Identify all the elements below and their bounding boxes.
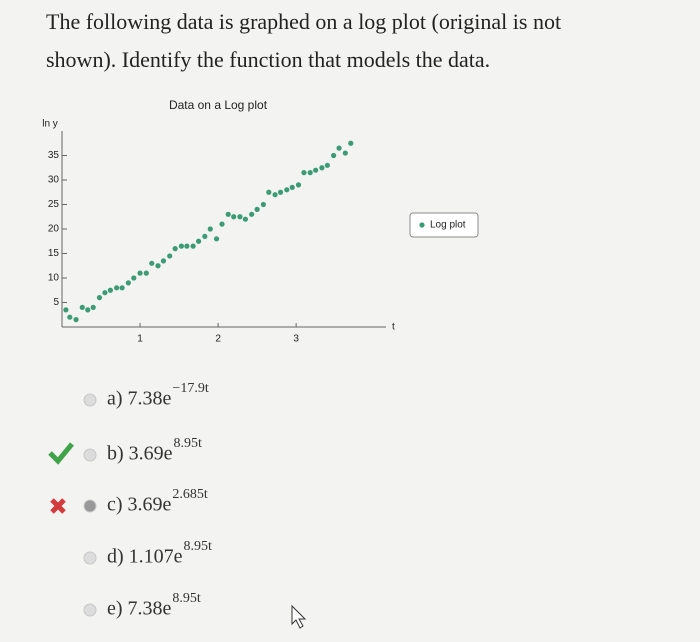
y-tick-label: 25 bbox=[48, 199, 60, 210]
y-tick-label: 15 bbox=[48, 248, 60, 259]
cursor bbox=[291, 604, 307, 629]
legend-marker bbox=[419, 222, 425, 228]
point bbox=[73, 317, 79, 323]
point bbox=[178, 243, 185, 249]
point bbox=[155, 263, 161, 269]
point bbox=[90, 304, 96, 310]
x-axis-label: t bbox=[392, 322, 395, 333]
point bbox=[143, 270, 149, 276]
radio-button[interactable] bbox=[83, 551, 97, 565]
legend-box bbox=[409, 212, 479, 238]
point bbox=[225, 211, 231, 217]
point bbox=[63, 307, 69, 313]
point bbox=[319, 165, 325, 171]
point bbox=[167, 253, 173, 259]
point bbox=[172, 246, 178, 252]
x-tick-label: 3 bbox=[293, 334, 299, 345]
point bbox=[213, 236, 220, 242]
wrong-mark bbox=[50, 498, 66, 514]
option-exponent: 8.95t bbox=[172, 591, 201, 606]
option-text: e) 7.38e bbox=[107, 598, 172, 620]
point bbox=[202, 233, 208, 239]
point bbox=[260, 201, 266, 208]
point bbox=[137, 270, 143, 276]
option-text: b) 3.69e bbox=[107, 443, 173, 465]
option-exponent: 8.95t bbox=[174, 436, 203, 451]
point bbox=[119, 285, 125, 291]
correct-mark bbox=[48, 442, 74, 465]
point bbox=[284, 187, 290, 193]
point bbox=[231, 214, 237, 220]
point bbox=[324, 162, 330, 168]
point bbox=[272, 192, 278, 198]
y-axis-label: ln y bbox=[42, 119, 58, 130]
point bbox=[331, 152, 337, 159]
question-line: The following data is graphed on a log p… bbox=[46, 9, 561, 34]
point bbox=[342, 150, 348, 156]
point bbox=[219, 221, 225, 227]
y-tick-label: 30 bbox=[48, 175, 60, 186]
option-text: d) 1.107e bbox=[107, 546, 183, 568]
point bbox=[190, 243, 196, 249]
point bbox=[254, 206, 260, 212]
point bbox=[207, 226, 213, 232]
point bbox=[289, 184, 295, 190]
option-exponent: −17.9t bbox=[172, 381, 208, 396]
point bbox=[131, 275, 137, 281]
point bbox=[266, 189, 272, 195]
point bbox=[79, 304, 85, 310]
option-text: c) 3.69e bbox=[107, 494, 172, 516]
point bbox=[313, 167, 319, 173]
y-tick-label: 20 bbox=[48, 224, 60, 235]
point bbox=[249, 211, 255, 217]
point bbox=[85, 307, 91, 313]
point bbox=[107, 287, 113, 293]
radio-button[interactable] bbox=[83, 499, 97, 513]
point bbox=[307, 170, 313, 176]
radio-button[interactable] bbox=[83, 448, 97, 462]
y-tick-label: 5 bbox=[53, 297, 59, 308]
y-tick-label: 35 bbox=[48, 150, 60, 161]
point bbox=[242, 216, 249, 222]
point bbox=[125, 280, 131, 286]
point bbox=[96, 295, 103, 301]
point bbox=[237, 214, 243, 220]
y-tick-label: 10 bbox=[48, 273, 60, 284]
point bbox=[336, 145, 342, 151]
point bbox=[277, 189, 284, 195]
x-tick-label: 2 bbox=[215, 334, 221, 345]
point bbox=[295, 182, 302, 188]
point bbox=[102, 290, 108, 296]
x-tick-label: 1 bbox=[137, 334, 143, 345]
point bbox=[149, 260, 155, 266]
legend-label: Log plot bbox=[430, 220, 466, 231]
option-exponent: 8.95t bbox=[184, 539, 213, 554]
radio-button[interactable] bbox=[83, 393, 97, 407]
question-line: shown). Identify the function that model… bbox=[46, 47, 490, 72]
point bbox=[301, 170, 307, 176]
point bbox=[195, 238, 202, 244]
chart: Data on a Log plot ln y t 1 2 351015202530… bbox=[42, 98, 479, 345]
radio-button[interactable] bbox=[83, 603, 97, 617]
point bbox=[114, 285, 120, 291]
option-exponent: 2.685t bbox=[172, 487, 208, 502]
option-text: a) 7.38e bbox=[107, 388, 172, 410]
chart-title: Data on a Log plot bbox=[169, 98, 268, 112]
point bbox=[184, 243, 190, 249]
point bbox=[348, 140, 354, 146]
point bbox=[67, 314, 73, 320]
point bbox=[160, 258, 167, 264]
